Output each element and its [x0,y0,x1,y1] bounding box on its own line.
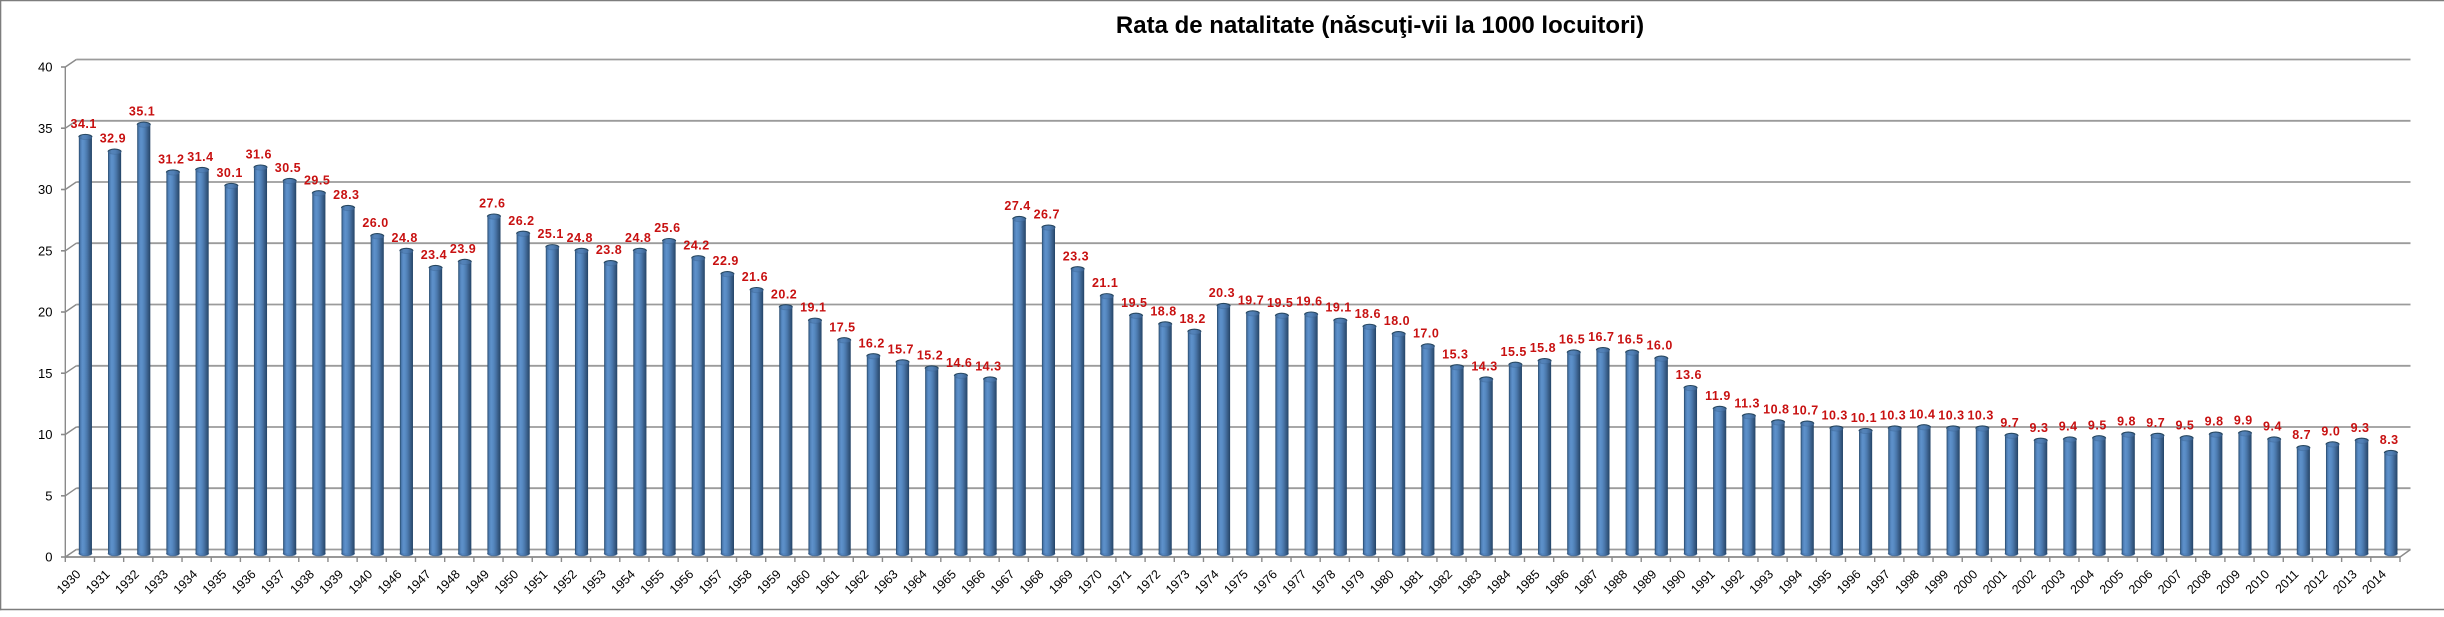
svg-text:14.3: 14.3 [1471,360,1497,374]
svg-text:17.5: 17.5 [829,320,855,334]
svg-text:25: 25 [38,243,52,258]
svg-text:27.6: 27.6 [479,197,505,211]
svg-text:16.7: 16.7 [1588,330,1614,344]
svg-text:22.9: 22.9 [713,254,739,268]
svg-text:24.8: 24.8 [567,231,593,245]
svg-text:9.5: 9.5 [2088,418,2107,432]
svg-text:18.2: 18.2 [1179,312,1205,326]
svg-text:11.9: 11.9 [1705,389,1731,403]
svg-text:28.3: 28.3 [333,188,359,202]
svg-text:25.1: 25.1 [537,227,563,241]
svg-text:23.9: 23.9 [450,242,476,256]
svg-text:26.2: 26.2 [508,214,534,228]
svg-text:23.8: 23.8 [596,243,622,257]
svg-text:15.5: 15.5 [1501,345,1527,359]
svg-text:19.6: 19.6 [1296,295,1322,309]
svg-text:30: 30 [38,182,52,197]
svg-text:15.3: 15.3 [1442,347,1468,361]
svg-text:24.8: 24.8 [392,231,418,245]
svg-text:17.0: 17.0 [1413,326,1439,340]
svg-text:26.0: 26.0 [362,216,388,230]
svg-text:10.3: 10.3 [1938,409,1964,423]
svg-text:8.3: 8.3 [2380,433,2399,447]
svg-text:16.2: 16.2 [858,336,884,350]
svg-text:13.6: 13.6 [1676,368,1702,382]
svg-text:9.4: 9.4 [2263,420,2282,434]
svg-text:21.6: 21.6 [742,270,768,284]
svg-text:40: 40 [38,60,52,75]
svg-text:31.6: 31.6 [246,148,272,162]
svg-text:19.1: 19.1 [1325,301,1351,315]
svg-text:21.1: 21.1 [1092,276,1118,290]
svg-text:9.9: 9.9 [2234,413,2253,427]
svg-text:19.1: 19.1 [800,301,826,315]
svg-text:10.8: 10.8 [1763,402,1789,416]
svg-text:8.7: 8.7 [2292,428,2311,442]
svg-text:32.9: 32.9 [100,132,126,146]
svg-text:35.1: 35.1 [129,105,155,119]
svg-text:23.4: 23.4 [421,248,447,262]
svg-text:Rata de natalitate (născuţi-vi: Rata de natalitate (născuţi-vii la 1000 … [1116,12,1644,39]
svg-text:0: 0 [45,550,52,565]
svg-text:5: 5 [45,488,52,503]
svg-text:18.8: 18.8 [1150,304,1176,318]
svg-text:11.3: 11.3 [1734,396,1760,410]
svg-text:10.1: 10.1 [1851,411,1877,425]
svg-text:20.3: 20.3 [1209,286,1235,300]
svg-text:15.8: 15.8 [1530,341,1556,355]
svg-text:9.3: 9.3 [2030,421,2049,435]
svg-text:9.7: 9.7 [2146,416,2165,430]
svg-text:9.7: 9.7 [2000,416,2019,430]
svg-text:9.0: 9.0 [2321,424,2340,438]
svg-text:18.6: 18.6 [1355,307,1381,321]
svg-text:19.5: 19.5 [1121,296,1147,310]
svg-text:31.2: 31.2 [158,153,184,167]
svg-text:35: 35 [38,121,52,136]
svg-text:10.3: 10.3 [1880,409,1906,423]
svg-text:19.5: 19.5 [1267,296,1293,310]
svg-text:29.5: 29.5 [304,173,330,187]
svg-text:20: 20 [38,305,52,320]
svg-text:15.7: 15.7 [888,342,914,356]
svg-text:10.4: 10.4 [1909,407,1935,421]
svg-text:10.3: 10.3 [1822,409,1848,423]
svg-text:34.1: 34.1 [71,117,97,131]
svg-text:9.4: 9.4 [2059,420,2078,434]
svg-text:14.3: 14.3 [975,360,1001,374]
svg-text:19.7: 19.7 [1238,293,1264,307]
svg-text:30.1: 30.1 [216,166,242,180]
svg-text:9.3: 9.3 [2351,421,2370,435]
svg-text:16.0: 16.0 [1646,339,1672,353]
svg-text:10.7: 10.7 [1792,404,1818,418]
svg-text:18.0: 18.0 [1384,314,1410,328]
svg-text:27.4: 27.4 [1004,199,1030,213]
svg-text:30.5: 30.5 [275,161,301,175]
svg-text:26.7: 26.7 [1034,208,1060,222]
svg-text:16.5: 16.5 [1559,333,1585,347]
svg-text:16.5: 16.5 [1617,333,1643,347]
svg-text:24.8: 24.8 [625,231,651,245]
svg-text:23.3: 23.3 [1063,249,1089,263]
svg-text:10: 10 [38,427,52,442]
svg-text:20.2: 20.2 [771,287,797,301]
svg-text:9.5: 9.5 [2175,418,2194,432]
svg-text:9.8: 9.8 [2117,415,2136,429]
svg-text:9.8: 9.8 [2205,415,2224,429]
svg-text:15.2: 15.2 [917,349,943,363]
svg-text:14.6: 14.6 [946,356,972,370]
svg-text:31.4: 31.4 [187,150,213,164]
svg-text:15: 15 [38,366,52,381]
svg-text:25.6: 25.6 [654,221,680,235]
svg-text:24.2: 24.2 [683,238,709,252]
svg-text:10.3: 10.3 [1967,409,1993,423]
